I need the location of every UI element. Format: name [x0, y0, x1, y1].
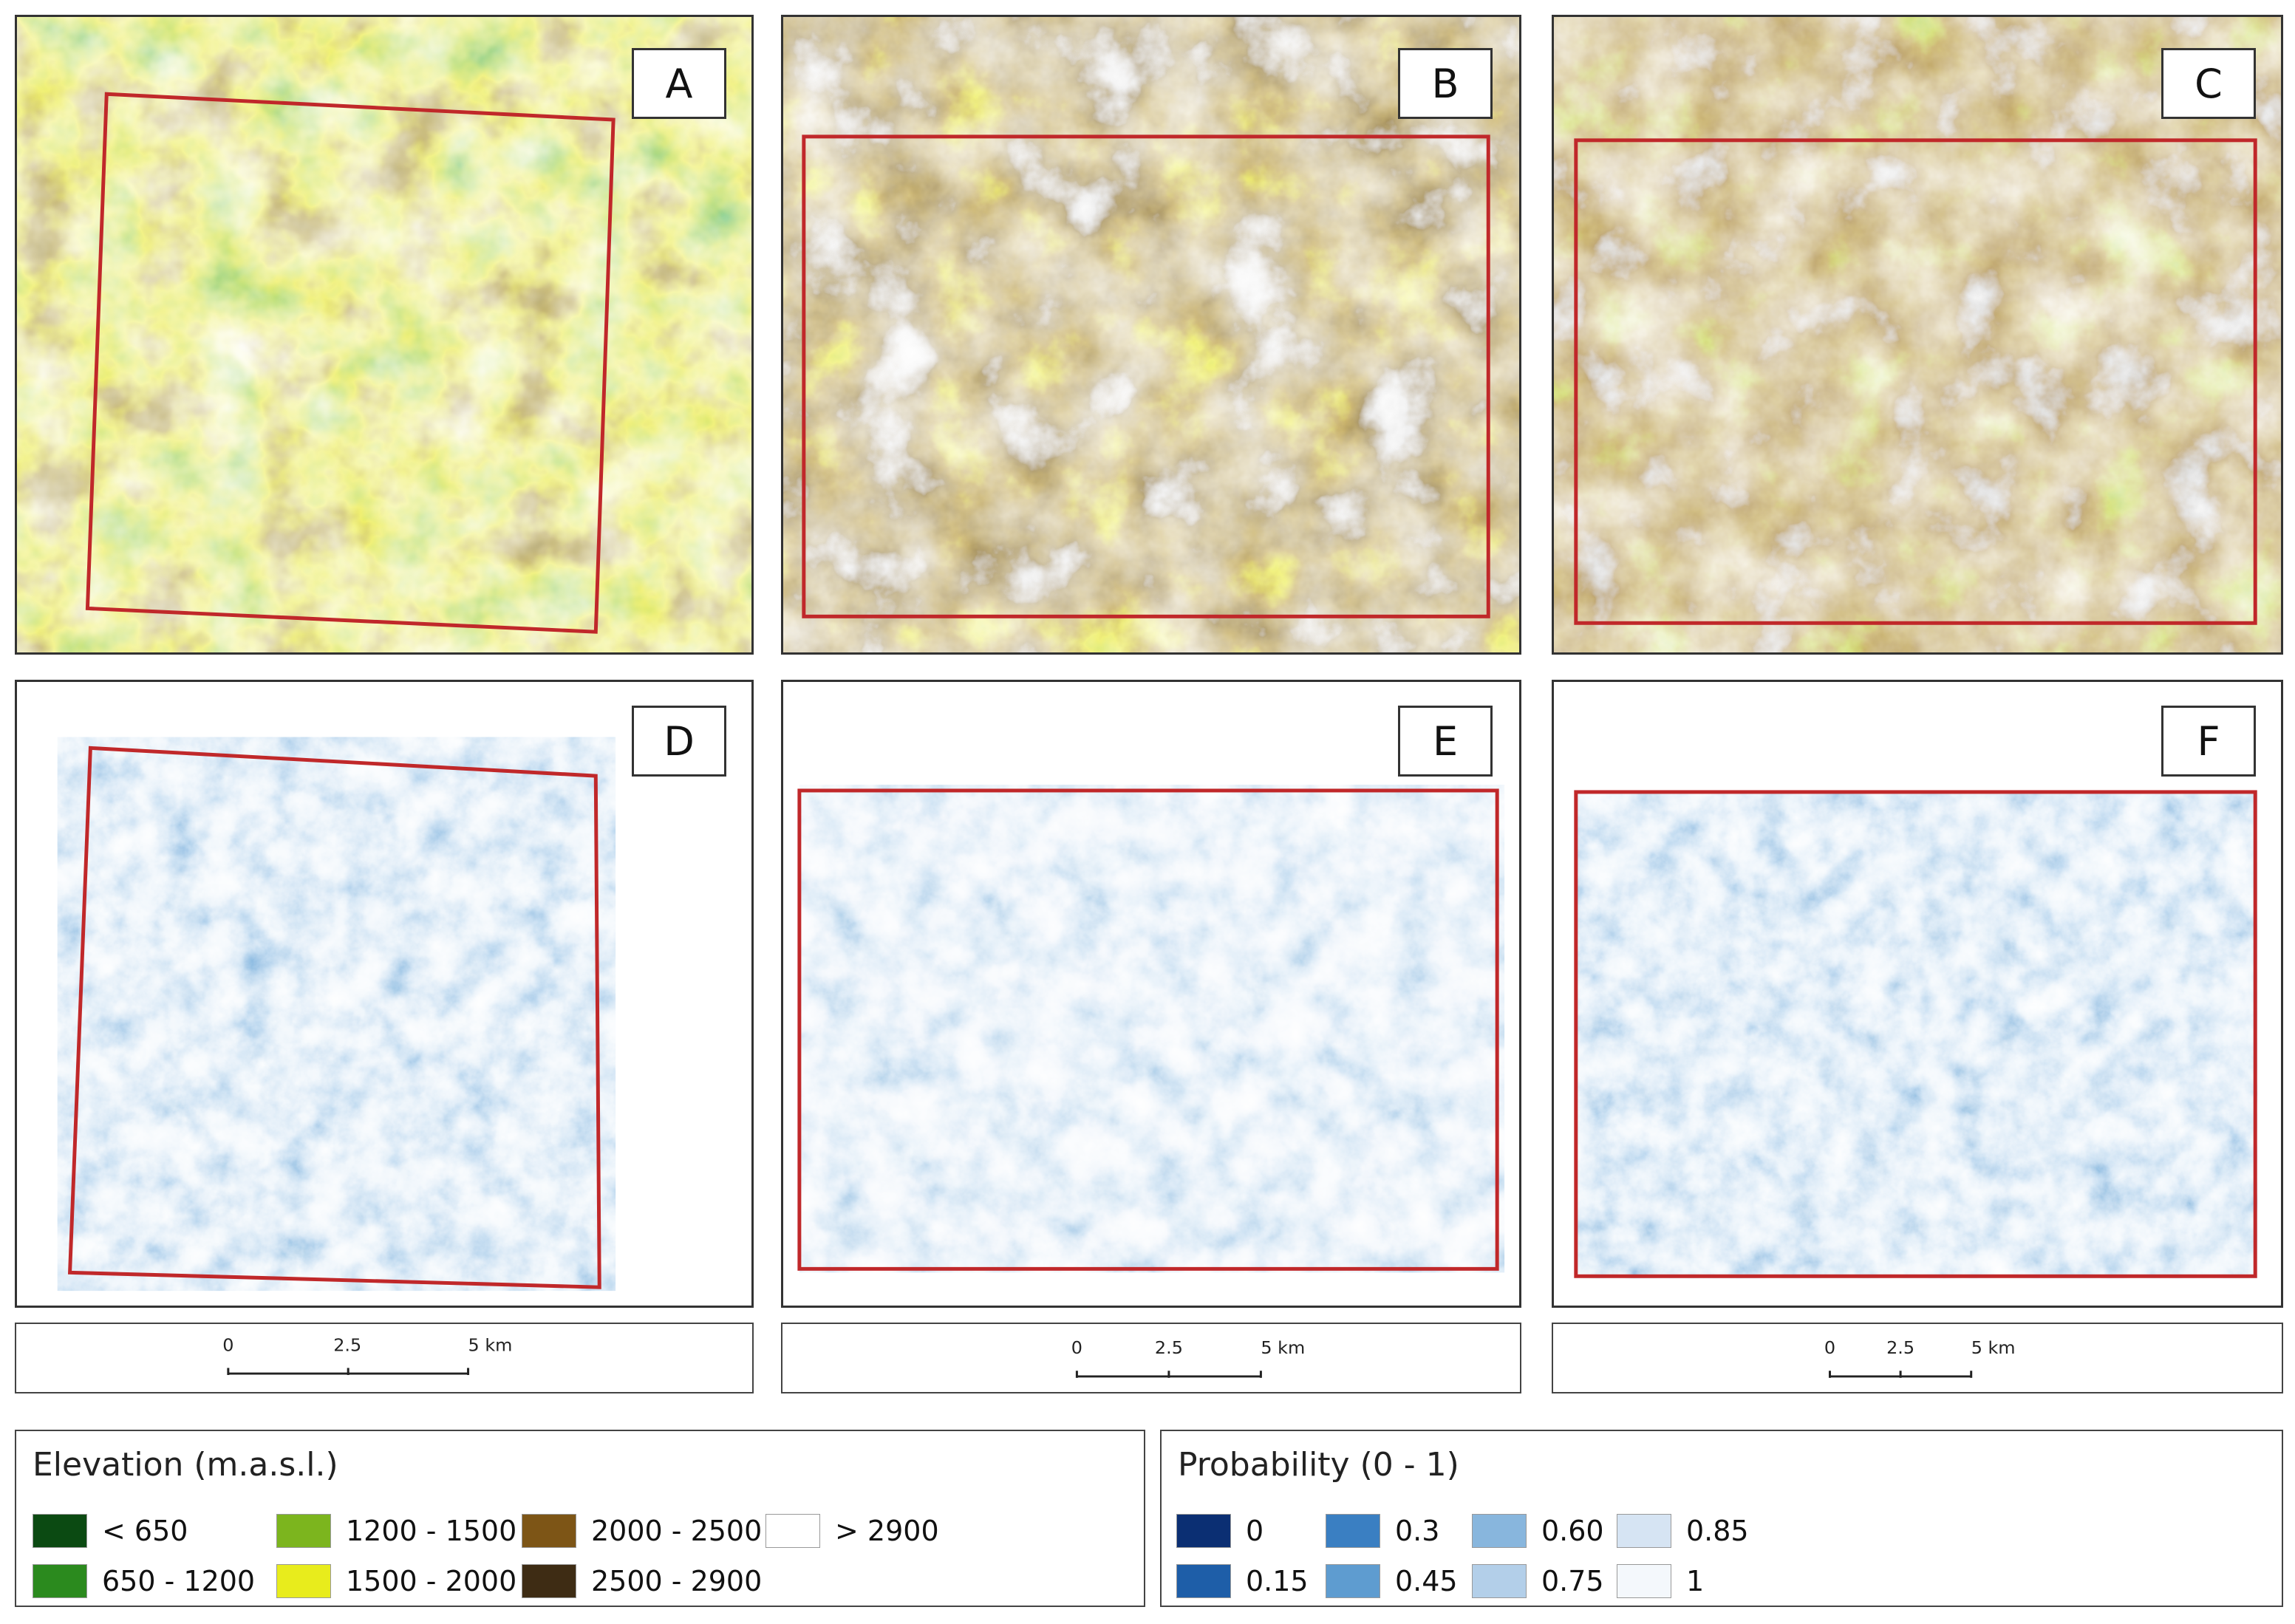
legend-label: 0.75	[1541, 1565, 1604, 1597]
legend-label: > 2900	[835, 1515, 939, 1547]
legend-label: 0.3	[1395, 1515, 1440, 1547]
legend-swatch	[522, 1564, 576, 1598]
legend-label: 0.15	[1246, 1565, 1309, 1597]
legend-swatch	[765, 1514, 820, 1548]
scale-bar-d: 0 2.5 5 km	[15, 1323, 754, 1393]
legend-item-p1: 1	[1617, 1563, 1704, 1600]
legend-item-gt2900: > 2900	[765, 1512, 939, 1549]
probability-map-f: F	[1552, 680, 2283, 1308]
probability-map-d: D	[15, 680, 754, 1308]
elevation-map-a: A	[15, 15, 754, 655]
legend-item-p03: 0.3	[1326, 1512, 1439, 1549]
legend-item-1200-1500: 1200 - 1500	[276, 1512, 516, 1549]
panel-label-f: F	[2161, 706, 2256, 777]
legend-swatch	[1326, 1514, 1380, 1548]
legend-label: 1500 - 2000	[346, 1565, 517, 1597]
legend-label: 2500 - 2900	[591, 1565, 763, 1597]
legend-label: 0	[1246, 1515, 1264, 1547]
scale-tick-0: 0	[1824, 1338, 1835, 1358]
legend-label: 1	[1686, 1565, 1705, 1597]
scale-tick-0: 0	[222, 1335, 233, 1355]
panel-label-c: C	[2161, 48, 2256, 119]
legend-swatch	[1176, 1514, 1231, 1548]
legend-swatch	[1176, 1564, 1231, 1598]
panel-label-a: A	[632, 48, 726, 119]
legend-label: 0.85	[1686, 1515, 1749, 1547]
scale-tick-5km: 5 km	[468, 1335, 513, 1355]
legend-swatch	[1326, 1564, 1380, 1598]
elevation-legend-title: Elevation (m.a.s.l.)	[33, 1446, 338, 1484]
scale-tick-5km: 5 km	[1261, 1338, 1305, 1358]
legend-item-p075: 0.75	[1472, 1563, 1604, 1600]
legend-swatch	[1472, 1514, 1527, 1548]
legend-item-p045: 0.45	[1326, 1563, 1458, 1600]
scale-tick-0: 0	[1071, 1338, 1082, 1358]
legend-item-p085: 0.85	[1617, 1512, 1749, 1549]
probability-map-e: E	[781, 680, 1521, 1308]
scale-bar-f: 0 2.5 5 km	[1552, 1323, 2283, 1393]
elevation-legend: Elevation (m.a.s.l.) < 650 650 - 1200 12…	[15, 1430, 1145, 1607]
legend-label: 0.60	[1541, 1515, 1604, 1547]
probability-legend-title: Probability (0 - 1)	[1178, 1446, 1459, 1484]
elevation-map-c: C	[1552, 15, 2283, 655]
legend-swatch	[1617, 1514, 1671, 1548]
legend-swatch	[1617, 1564, 1671, 1598]
panel-label-e: E	[1398, 706, 1493, 777]
legend-item-650-1200: 650 - 1200	[33, 1563, 255, 1600]
legend-item-2000-2500: 2000 - 2500	[522, 1512, 762, 1549]
legend-swatch	[522, 1514, 576, 1548]
legend-swatch	[1472, 1564, 1527, 1598]
legend-swatch	[276, 1514, 331, 1548]
legend-item-2500-2900: 2500 - 2900	[522, 1563, 762, 1600]
legend-label: 0.45	[1395, 1565, 1458, 1597]
scale-tick-2-5: 2.5	[1886, 1338, 1914, 1358]
elevation-map-b: B	[781, 15, 1521, 655]
legend-label: 2000 - 2500	[591, 1515, 763, 1547]
legend-item-p060: 0.60	[1472, 1512, 1604, 1549]
panel-label-b: B	[1398, 48, 1493, 119]
scale-tick-2-5: 2.5	[1155, 1338, 1183, 1358]
scale-tick-5km: 5 km	[1971, 1338, 2016, 1358]
probability-legend: Probability (0 - 1) 0 0.15 0.3 0.45 0.60…	[1160, 1430, 2283, 1607]
legend-item-1500-2000: 1500 - 2000	[276, 1563, 516, 1600]
legend-swatch	[33, 1514, 87, 1548]
scale-bar-e: 0 2.5 5 km	[781, 1323, 1521, 1393]
legend-item-lt650: < 650	[33, 1512, 188, 1549]
legend-item-p015: 0.15	[1176, 1563, 1309, 1600]
panel-label-d: D	[632, 706, 726, 777]
legend-swatch	[276, 1564, 331, 1598]
legend-item-p0: 0	[1176, 1512, 1264, 1549]
legend-label: 1200 - 1500	[346, 1515, 517, 1547]
scale-tick-2-5: 2.5	[333, 1335, 361, 1355]
legend-label: < 650	[102, 1515, 188, 1547]
legend-label: 650 - 1200	[102, 1565, 256, 1597]
legend-swatch	[33, 1564, 87, 1598]
